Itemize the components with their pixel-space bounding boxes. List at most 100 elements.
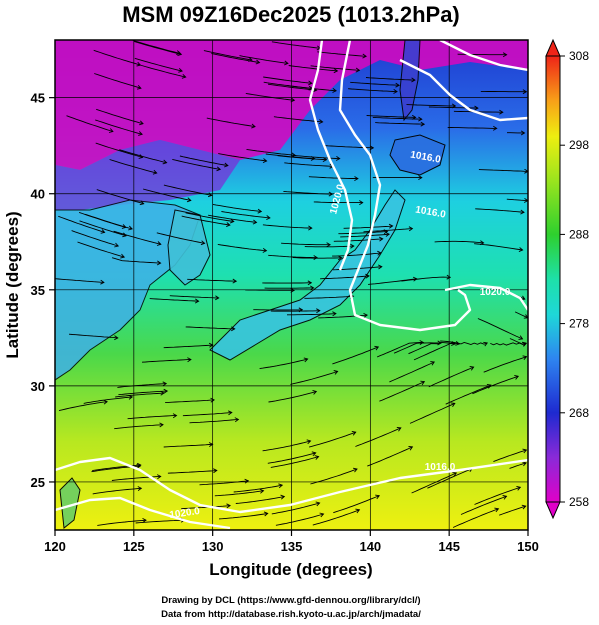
streamline (259, 358, 308, 370)
streamline-arrowhead (520, 209, 525, 215)
streamline (185, 326, 235, 330)
streamline (132, 40, 181, 54)
streamline (181, 215, 230, 226)
streamline (355, 427, 401, 447)
streamline (409, 402, 455, 424)
streamline (96, 189, 144, 205)
streamline-arrowhead (159, 422, 164, 428)
streamline-arrowhead (350, 243, 355, 249)
streamline (406, 104, 456, 107)
streamline-arrowhead (474, 105, 479, 111)
streamline-arrowhead (137, 486, 143, 491)
streamline-arrowhead (359, 200, 364, 206)
streamline (117, 383, 167, 388)
streamline-arrowhead (200, 240, 206, 246)
streamline (262, 440, 311, 452)
colorbar: 258 268 278 288 298 308 (545, 38, 589, 520)
streamline (452, 508, 499, 528)
streamline (165, 399, 215, 404)
streamline (206, 117, 256, 128)
streamline-arrowhead (244, 478, 250, 484)
streamline-arrowhead (291, 152, 297, 158)
colorbar-scale (545, 55, 561, 503)
streamline (66, 115, 114, 132)
streamline (208, 214, 257, 223)
isobar-line (338, 40, 472, 332)
land-japan (209, 189, 406, 361)
credit-data: Data from http://database.rish.kyoto-u.a… (161, 609, 421, 620)
streamline (187, 278, 237, 282)
streamline-arrowhead (212, 468, 218, 474)
x-tick-label: 120 (44, 539, 66, 554)
streamline (135, 519, 185, 524)
streamline (483, 356, 527, 373)
streamline (270, 456, 319, 468)
streamline-arrowhead (100, 229, 106, 234)
streamline-arrowhead (492, 125, 498, 131)
streamline-arrowhead (186, 197, 192, 203)
streamline-arrowhead (522, 89, 528, 95)
streamline (271, 502, 320, 515)
streamline (163, 344, 213, 349)
streamline-arrowhead (142, 517, 147, 523)
streamline (109, 159, 157, 174)
streamline-arrowhead (228, 410, 233, 416)
streamline-arrowhead (437, 340, 442, 346)
streamline-arrowhead (139, 120, 144, 126)
streamline (312, 509, 360, 526)
streamline-arrowhead (502, 495, 508, 500)
streamline (169, 295, 219, 299)
streamline (262, 224, 312, 229)
streamline-arrowhead (418, 175, 423, 180)
streamline (95, 119, 143, 135)
streamline (310, 468, 358, 485)
y-tick-label: 40 (31, 187, 45, 202)
colorbar-tick-label: 298 (569, 138, 589, 152)
streamline-arrowhead (355, 508, 361, 514)
streamline-arrowhead (311, 451, 317, 457)
streamline (333, 238, 383, 242)
streamline-arrowhead (318, 119, 324, 125)
streamline-arrowhead (377, 264, 383, 270)
streamline (127, 415, 177, 420)
streamline (288, 65, 338, 72)
streamline (218, 153, 267, 162)
streamline-arrowhead (226, 222, 231, 228)
streamline (290, 370, 338, 385)
streamline (445, 384, 492, 405)
streamline (83, 396, 133, 404)
land-korea (167, 209, 211, 286)
streamline (287, 85, 337, 92)
streamline-arrowhead (351, 430, 357, 436)
streamline-arrowhead (486, 383, 492, 389)
x-tick-label: 130 (202, 539, 224, 554)
streamline (270, 310, 320, 312)
streamline-arrowhead (303, 357, 309, 363)
streamline (79, 220, 127, 237)
streamline (499, 505, 526, 516)
streamline (313, 201, 363, 204)
streamline (292, 257, 342, 259)
streamline (113, 230, 161, 245)
streamline (340, 233, 390, 238)
streamline-arrowhead (518, 247, 524, 253)
streamline (118, 390, 168, 396)
streamline-arrowhead (312, 389, 318, 395)
streamline-arrowhead (136, 463, 142, 469)
streamline (317, 51, 367, 57)
streamline-arrowhead (514, 374, 520, 380)
streamline-arrowhead (450, 402, 456, 407)
streamline-arrowhead (152, 169, 158, 175)
streamline-arrowhead (522, 461, 527, 467)
streamline-arrowhead (208, 342, 214, 348)
streamline (332, 252, 381, 257)
streamline-arrowhead (326, 242, 331, 248)
streamline (138, 64, 186, 78)
streamline (235, 496, 285, 504)
streamline-arrowhead (408, 446, 414, 451)
streamline (114, 424, 164, 430)
streamline (350, 81, 400, 86)
streamline-arrowhead (396, 426, 402, 432)
streamline (182, 412, 232, 417)
